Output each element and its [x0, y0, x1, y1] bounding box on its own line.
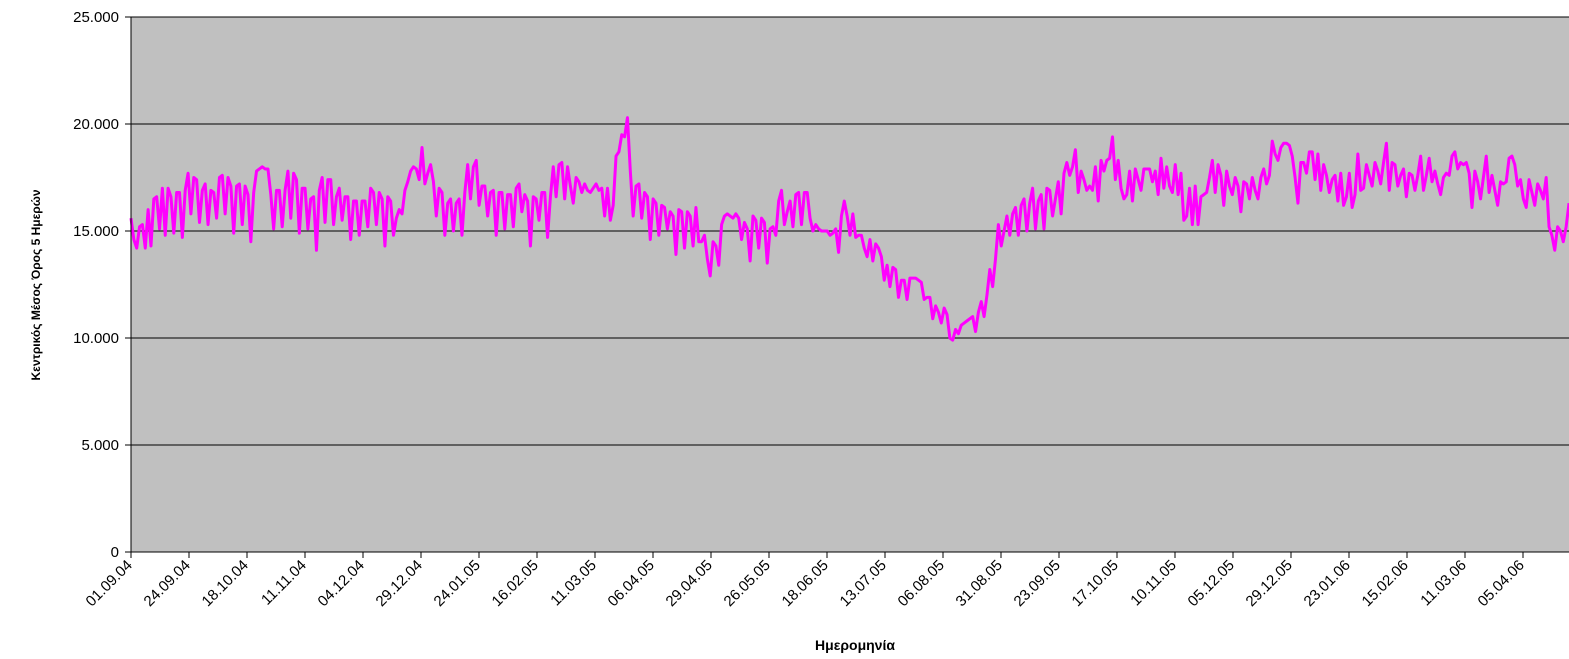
y-tick-label: 5.000 — [81, 437, 119, 454]
y-tick-label: 20.000 — [73, 116, 119, 133]
x-tick-label: 06.04.05 — [605, 557, 658, 610]
x-tick-label: 23.01.06 — [1301, 557, 1354, 610]
x-tick-label: 29.04.05 — [663, 557, 716, 610]
x-axis-ticks: 01.09.04 24.09.04 18.10.04 11.11.04 04.12.04… — [83, 552, 1528, 610]
x-tick-label: 31.08.05 — [953, 557, 1006, 610]
x-tick-label: 29.12.05 — [1243, 557, 1296, 610]
x-tick-label: 11.03.06 — [1417, 557, 1470, 610]
x-tick-label: 18.10.04 — [199, 557, 252, 610]
x-axis-title: Ημερομηνία — [815, 637, 895, 653]
y-tick-label: 15.000 — [73, 223, 119, 240]
x-tick-label: 24.09.04 — [141, 557, 194, 610]
x-tick-label: 29.12.04 — [373, 557, 426, 610]
x-tick-label: 01.09.04 — [83, 557, 136, 610]
x-tick-label: 17.10.05 — [1069, 557, 1122, 610]
x-tick-label: 18.06.05 — [779, 557, 832, 610]
x-tick-label: 24.01.05 — [431, 557, 484, 610]
x-tick-label: 05.12.05 — [1185, 557, 1238, 610]
x-tick-label: 13.07.05 — [837, 557, 890, 610]
x-tick-label: 06.08.05 — [895, 557, 948, 610]
y-tick-label: 0 — [111, 544, 119, 561]
x-tick-label: 23.09.05 — [1011, 557, 1064, 610]
x-tick-label: 05.04.06 — [1475, 557, 1528, 610]
x-tick-label: 10.11.05 — [1127, 557, 1180, 610]
x-tick-label: 11.11.04 — [258, 557, 310, 609]
x-tick-label: 26.05.05 — [721, 557, 774, 610]
x-tick-label: 16.02.05 — [489, 557, 542, 610]
x-tick-label: 04.12.04 — [315, 557, 368, 610]
plot-area — [131, 17, 1569, 552]
x-tick-label: 15.02.06 — [1359, 557, 1412, 610]
y-axis-ticks: 0 5.000 10.000 15.000 20.000 25.000 — [73, 9, 131, 561]
y-tick-label: 10.000 — [73, 330, 119, 347]
y-axis-title: Κεντρικός Μέσος Όρος 5 Ημερών — [29, 189, 43, 380]
y-tick-label: 25.000 — [73, 9, 119, 26]
x-tick-label: 11.03.05 — [547, 557, 600, 610]
series-line — [129, 116, 1569, 342]
